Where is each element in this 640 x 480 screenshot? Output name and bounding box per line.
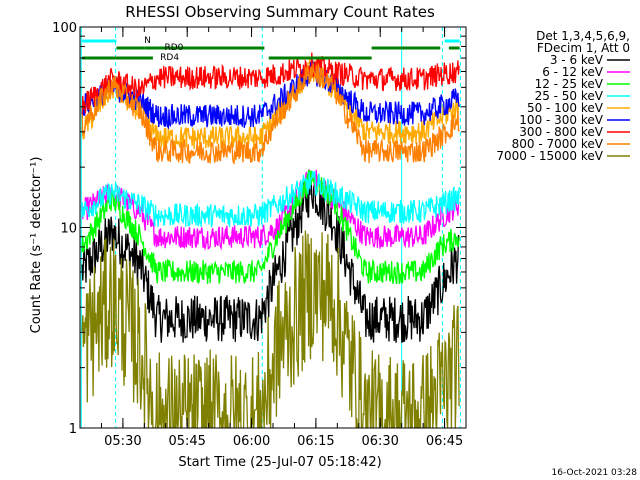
legend: Det 1,3,4,5,6,9, FDecim 1, Att 0 3 - 6 k… — [496, 29, 630, 163]
state-bar-label-rd4: RD4 — [160, 53, 179, 63]
x-axis-label: Start Time (25-Jul-07 05:18:42) — [178, 455, 381, 470]
series-trace-8 — [81, 63, 460, 165]
legend-header-line-1: Det 1,3,4,5,6,9, — [536, 29, 630, 43]
x-tick-label-0545: 05:45 — [168, 434, 205, 449]
legend-label-8: 800 - 7000 keV — [512, 137, 604, 151]
x-tick-label-0645: 06:45 — [426, 434, 463, 449]
state-bar-label-rd0: RD0 — [164, 43, 183, 53]
state-bar-label-n: N — [144, 36, 151, 46]
footer-timestamp: 16-Oct-2021 03:28 — [552, 468, 638, 478]
y-tick-label-10: 10 — [60, 222, 77, 237]
legend-label-3: 12 - 25 keV — [535, 77, 604, 91]
x-tick-label-0530: 05:30 — [104, 434, 141, 449]
series-trace-6 — [81, 59, 460, 130]
x-tick-label-0600: 06:00 — [233, 434, 270, 449]
legend-label-1: 3 - 6 keV — [550, 53, 604, 67]
series-trace-4 — [81, 170, 460, 228]
legend-label-7: 300 - 800 keV — [519, 125, 603, 139]
chart-title: RHESSI Observing Summary Count Rates — [125, 3, 435, 21]
legend-label-4: 25 - 50 keV — [535, 89, 604, 103]
y-tick-label-100: 100 — [52, 21, 77, 36]
x-tick-label-0630: 06:30 — [361, 434, 398, 449]
series-trace-9 — [81, 230, 460, 428]
series-trace-1 — [81, 171, 460, 343]
legend-header-line-2: FDecim 1, Att 0 — [537, 41, 630, 55]
series-trace-7 — [81, 52, 460, 116]
legend-label-5: 50 - 100 keV — [527, 101, 604, 115]
legend-label-6: 100 - 300 keV — [519, 113, 603, 127]
y-tick-label-1: 1 — [69, 422, 77, 437]
legend-label-2: 6 - 12 keV — [542, 65, 604, 79]
series-trace-3 — [81, 169, 460, 285]
series-trace-2 — [81, 169, 460, 251]
x-tick-label-0615: 06:15 — [297, 434, 334, 449]
y-axis-label: Count Rate (s⁻¹ detector⁻¹) — [29, 157, 44, 334]
legend-label-9: 7000 - 15000 keV — [496, 149, 603, 163]
